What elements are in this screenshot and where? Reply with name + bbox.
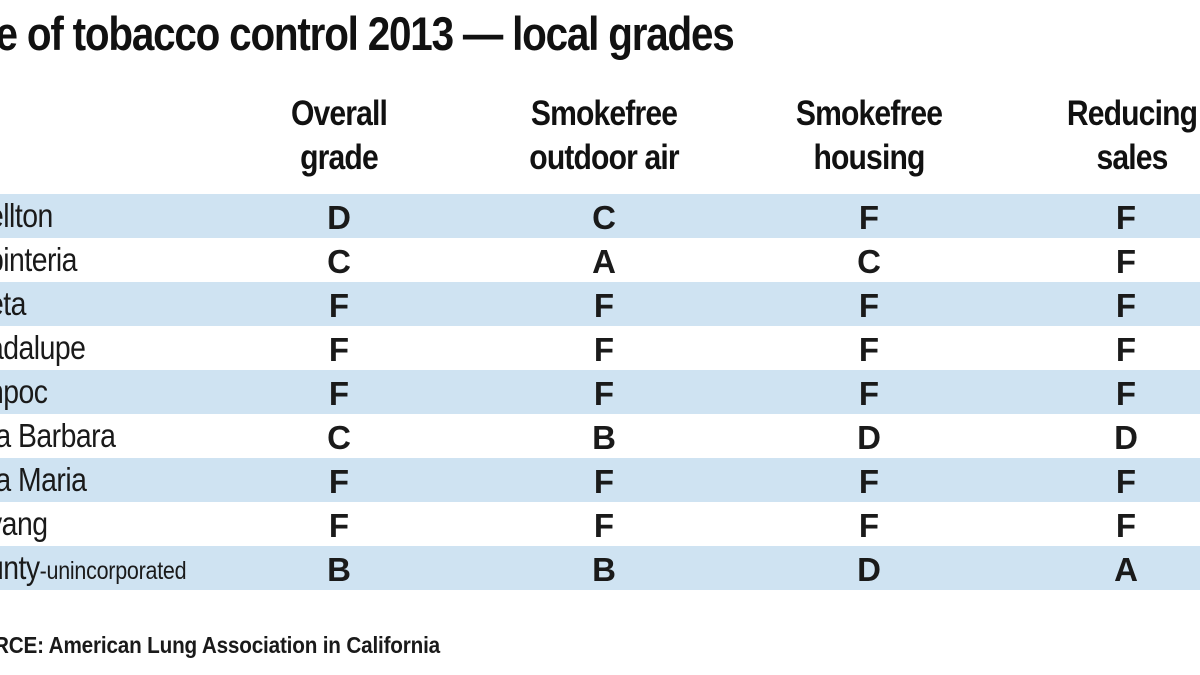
grade-cell: A bbox=[592, 243, 616, 280]
table-row: eta F F F F bbox=[0, 282, 1200, 326]
grade-cell: F bbox=[593, 507, 615, 544]
row-label-text: unty bbox=[0, 549, 40, 586]
column-header-line2: outdoor air bbox=[529, 138, 679, 177]
column-header-smokefree-housing: Smokefree housing bbox=[795, 92, 943, 180]
grade-cell: F bbox=[1115, 375, 1137, 412]
grade-cell: F bbox=[328, 463, 350, 500]
grade-cell: B bbox=[592, 419, 616, 456]
table-row: vang F F F F bbox=[0, 502, 1200, 546]
row-label: npoc bbox=[0, 370, 48, 414]
row-label: vang bbox=[0, 502, 48, 546]
row-label-text: adalupe bbox=[0, 329, 86, 366]
chart-title: ate of tobacco control 2013 — local grad… bbox=[0, 7, 735, 60]
grade-cell: F bbox=[328, 375, 350, 412]
grade-cell: D bbox=[857, 419, 881, 456]
grade-cell: F bbox=[858, 199, 880, 236]
grade-cell: F bbox=[858, 287, 880, 324]
grade-cell: F bbox=[1115, 287, 1137, 324]
column-header-reducing-sales: Reducing sales bbox=[1066, 92, 1198, 180]
table-row: adalupe F F F F bbox=[0, 326, 1200, 370]
grade-cell: C bbox=[592, 199, 616, 236]
row-label-text: vang bbox=[0, 505, 48, 542]
table-row: unty-unincorporated B B D A bbox=[0, 546, 1200, 590]
row-label-text: npoc bbox=[0, 373, 48, 410]
column-header-line2: housing bbox=[813, 138, 925, 177]
table-row: npoc F F F F bbox=[0, 370, 1200, 414]
grade-cell: F bbox=[1115, 199, 1137, 236]
grade-cell: F bbox=[858, 507, 880, 544]
row-label-text: eta bbox=[0, 285, 26, 322]
grade-cell: A bbox=[1114, 551, 1138, 588]
source-note: RCE: American Lung Association in Califo… bbox=[0, 632, 441, 658]
column-header-line1: Reducing bbox=[1066, 94, 1198, 133]
grade-cell: F bbox=[1115, 507, 1137, 544]
grade-cell: C bbox=[857, 243, 881, 280]
row-label-text: ellton bbox=[0, 197, 53, 234]
grade-cell: D bbox=[327, 199, 351, 236]
grade-cell: B bbox=[592, 551, 616, 588]
table-row: ta Maria F F F F bbox=[0, 458, 1200, 502]
grade-cell: C bbox=[327, 419, 351, 456]
row-label-text: ta Maria bbox=[0, 461, 87, 498]
grade-cell: F bbox=[593, 331, 615, 368]
row-label-text: pinteria bbox=[0, 241, 77, 278]
grade-cell: F bbox=[593, 375, 615, 412]
row-label-qualifier: -unincorporated bbox=[39, 557, 187, 585]
grade-cell: D bbox=[857, 551, 881, 588]
column-header-smokefree-outdoor-air: Smokefree outdoor air bbox=[529, 92, 679, 180]
row-label: ellton bbox=[0, 194, 53, 238]
column-header-line2: sales bbox=[1096, 138, 1168, 177]
row-label: ta Maria bbox=[0, 458, 87, 502]
column-header-line2: grade bbox=[300, 138, 379, 177]
grade-cell: F bbox=[328, 331, 350, 368]
table-row: pinteria C A C F bbox=[0, 238, 1200, 282]
table-row: ellton D C F F bbox=[0, 194, 1200, 238]
grade-cell: D bbox=[1114, 419, 1138, 456]
row-label: eta bbox=[0, 282, 26, 326]
grade-cell: F bbox=[328, 287, 350, 324]
row-label-text: ta Barbara bbox=[0, 417, 116, 454]
grade-cell: F bbox=[858, 331, 880, 368]
grade-cell: F bbox=[593, 287, 615, 324]
row-label: pinteria bbox=[0, 238, 77, 282]
grade-cell: F bbox=[858, 463, 880, 500]
grade-cell: F bbox=[1115, 331, 1137, 368]
column-header-line1: Smokefree bbox=[795, 94, 943, 133]
grade-cell: F bbox=[593, 463, 615, 500]
row-label: adalupe bbox=[0, 326, 86, 370]
row-label: unty-unincorporated bbox=[0, 546, 187, 590]
grade-cell: F bbox=[328, 507, 350, 544]
table-row: ta Barbara C B D D bbox=[0, 414, 1200, 458]
grade-cell: F bbox=[1115, 243, 1137, 280]
grade-cell: C bbox=[327, 243, 351, 280]
column-header-line1: Overall bbox=[290, 94, 388, 133]
column-header-line1: Smokefree bbox=[530, 94, 678, 133]
grade-cell: F bbox=[858, 375, 880, 412]
row-label: ta Barbara bbox=[0, 414, 116, 458]
grade-cell: F bbox=[1115, 463, 1137, 500]
column-header-overall-grade: Overall grade bbox=[290, 92, 388, 180]
grade-cell: B bbox=[327, 551, 351, 588]
